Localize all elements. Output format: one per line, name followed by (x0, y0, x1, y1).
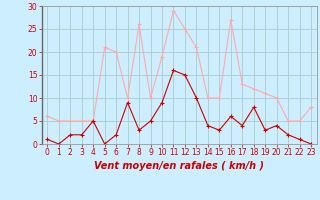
X-axis label: Vent moyen/en rafales ( km/h ): Vent moyen/en rafales ( km/h ) (94, 161, 264, 171)
